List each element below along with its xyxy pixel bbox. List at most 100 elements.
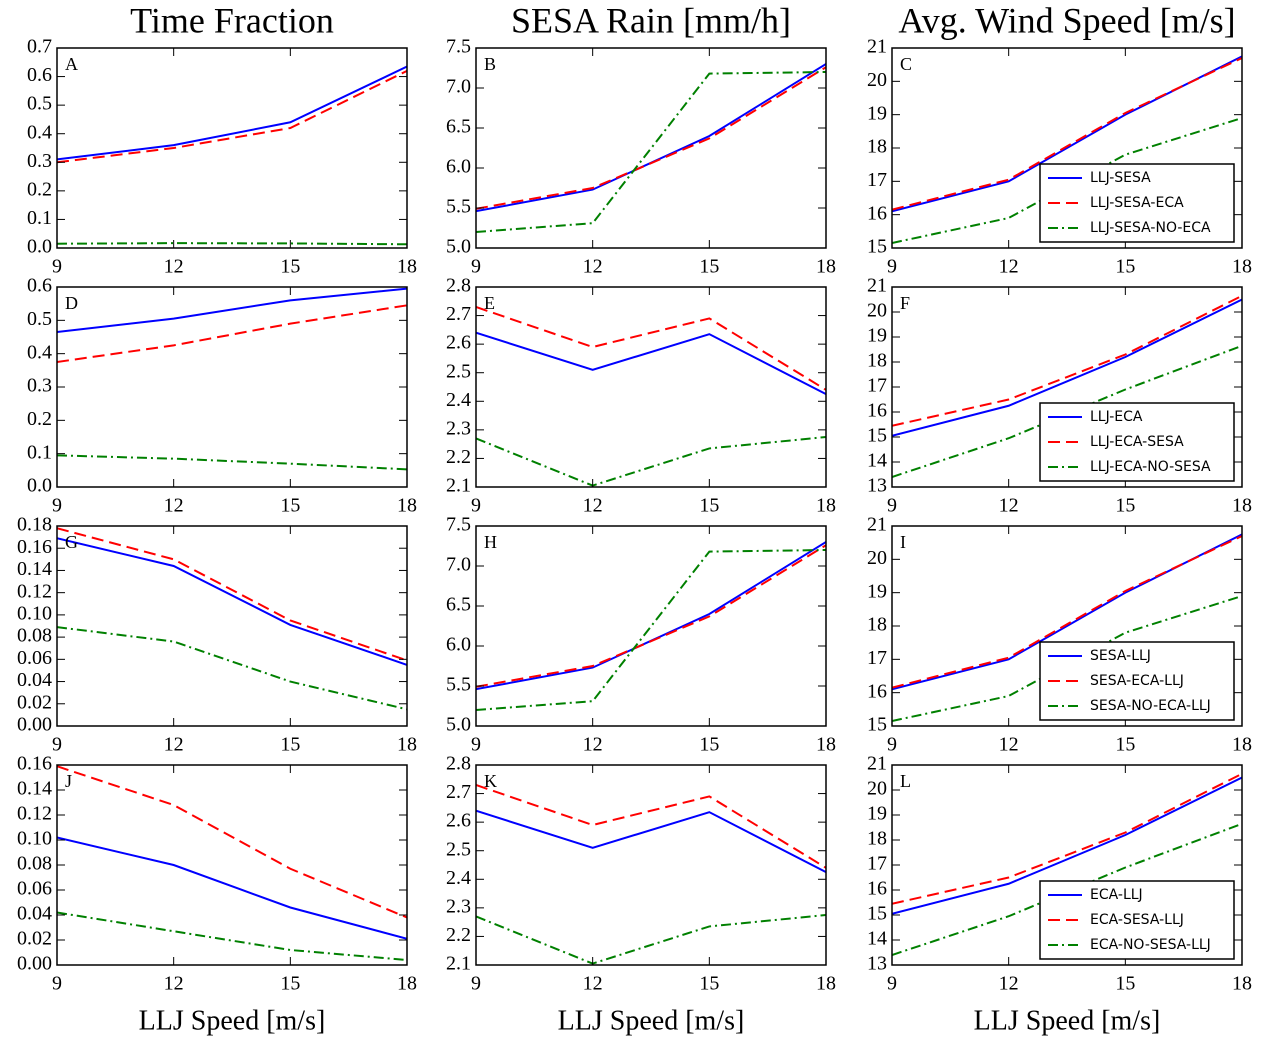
y-tick-label: 13 — [867, 953, 887, 975]
y-tick-label: 18 — [867, 614, 887, 636]
x-tick-label: 18 — [1232, 256, 1252, 278]
y-tick-label: 18 — [867, 136, 887, 158]
series-line — [476, 63, 826, 213]
y-tick-label: 2.5 — [446, 360, 471, 382]
series-line — [892, 535, 1242, 689]
series-line — [57, 836, 407, 940]
series-line — [476, 544, 826, 688]
axes-frame — [475, 525, 827, 727]
series-line — [476, 306, 826, 391]
series-line — [476, 66, 826, 210]
legend-label: LLJ-ECA-SESA — [1090, 434, 1184, 450]
legend-label: ECA-NO-SESA-LLJ — [1090, 937, 1211, 953]
y-tick-label: 17 — [867, 169, 887, 191]
series-line — [57, 527, 407, 662]
y-tick-label: 2.4 — [446, 389, 471, 411]
x-tick-label: 9 — [52, 973, 62, 995]
x-axis-label: LLJ Speed [m/s] — [974, 1005, 1161, 1036]
y-tick-label: 7.0 — [446, 76, 471, 98]
series-line — [476, 541, 826, 691]
legend-label: LLJ-ECA — [1090, 409, 1143, 425]
y-tick-label: 6.5 — [446, 594, 471, 616]
panel-label: A — [65, 54, 78, 74]
y-tick-label: 0.02 — [17, 691, 52, 713]
x-tick-label: 15 — [699, 256, 719, 278]
series-line — [476, 784, 826, 869]
y-tick-label: 21 — [867, 36, 887, 58]
series-line — [57, 304, 407, 363]
y-tick-label: 2.1 — [446, 475, 471, 497]
y-tick-label: 5.5 — [446, 196, 471, 218]
x-tick-label: 15 — [280, 495, 300, 517]
x-tick-label: 12 — [164, 256, 184, 278]
y-tick-label: 0.14 — [17, 778, 52, 800]
y-tick-label: 5.0 — [446, 714, 471, 736]
x-tick-label: 18 — [816, 256, 836, 278]
x-tick-label: 15 — [699, 495, 719, 517]
plot-area — [476, 63, 826, 233]
series-line — [476, 549, 826, 711]
series-line — [476, 914, 826, 965]
y-tick-label: 0.10 — [17, 602, 52, 624]
y-tick-label: 15 — [867, 903, 887, 925]
x-tick-label: 18 — [1232, 734, 1252, 756]
y-tick-label: 0.14 — [17, 558, 52, 580]
y-tick-label: 19 — [867, 803, 887, 825]
series-line — [57, 454, 407, 471]
y-tick-label: 0.5 — [27, 308, 52, 330]
y-tick-label: 2.3 — [446, 895, 471, 917]
plot-area — [476, 784, 826, 965]
y-tick-label: 6.5 — [446, 116, 471, 138]
panel-label: E — [484, 293, 495, 313]
plot-area — [476, 541, 826, 711]
plot-area — [57, 765, 407, 961]
series-line — [892, 298, 1242, 437]
y-tick-label: 0.3 — [27, 375, 52, 397]
y-tick-label: 6.0 — [446, 156, 471, 178]
x-tick-label: 9 — [887, 734, 897, 756]
y-tick-label: 2.3 — [446, 417, 471, 439]
x-tick-label: 12 — [164, 495, 184, 517]
legend-label: ECA-LLJ — [1090, 887, 1143, 903]
x-tick-label: 12 — [583, 495, 603, 517]
x-tick-label: 15 — [1115, 973, 1135, 995]
column-title: Avg. Wind Speed [m/s] — [898, 0, 1235, 40]
x-tick-label: 12 — [999, 973, 1019, 995]
series-line — [892, 294, 1242, 427]
panel-label: B — [484, 54, 496, 74]
panel-label: C — [900, 54, 912, 74]
y-tick-label: 2.8 — [446, 275, 471, 297]
y-tick-label: 19 — [867, 102, 887, 124]
x-tick-label: 15 — [699, 734, 719, 756]
y-tick-label: 0.08 — [17, 853, 52, 875]
series-line — [57, 765, 407, 919]
plot-area — [57, 527, 407, 711]
plot-area — [57, 65, 407, 246]
y-tick-label: 15 — [867, 236, 887, 258]
x-tick-label: 12 — [999, 256, 1019, 278]
series-line — [476, 809, 826, 874]
y-tick-label: 18 — [867, 350, 887, 372]
x-tick-label: 18 — [816, 973, 836, 995]
panel-label: K — [484, 771, 497, 791]
legend-label: ECA-SESA-LLJ — [1090, 912, 1184, 928]
y-tick-label: 0.10 — [17, 828, 52, 850]
legend-label: LLJ-SESA-NO-ECA — [1090, 220, 1211, 236]
series-line — [57, 626, 407, 711]
y-tick-label: 5.5 — [446, 674, 471, 696]
x-tick-label: 9 — [52, 256, 62, 278]
column-title: SESA Rain [mm/h] — [511, 0, 791, 40]
x-tick-label: 15 — [699, 973, 719, 995]
legend-label: SESA-NO-ECA-LLJ — [1090, 698, 1211, 714]
x-tick-label: 12 — [583, 734, 603, 756]
column-title: Time Fraction — [130, 0, 334, 40]
y-tick-label: 0.2 — [27, 408, 52, 430]
y-tick-label: 0.16 — [17, 536, 52, 558]
y-tick-label: 0.1 — [27, 441, 52, 463]
panel-label: G — [65, 532, 78, 552]
series-line — [57, 911, 407, 961]
x-tick-label: 9 — [887, 973, 897, 995]
y-tick-label: 14 — [867, 450, 887, 472]
y-tick-label: 0.16 — [17, 753, 52, 775]
